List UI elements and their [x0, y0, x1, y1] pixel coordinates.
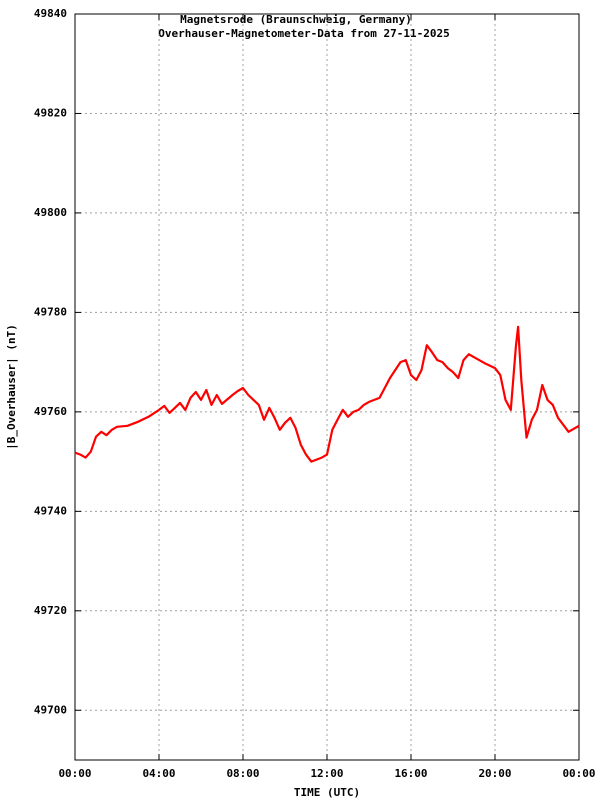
x-tick-label: 04:00: [142, 767, 175, 780]
y-tick-label: 49720: [34, 604, 67, 617]
y-tick-label: 49800: [34, 206, 67, 219]
y-tick-label: 49780: [34, 305, 67, 318]
plot-frame: [74, 13, 580, 761]
chart-subtitle: Overhauser-Magnetometer-Data from 27-11-…: [158, 27, 449, 40]
x-tick-label: 20:00: [478, 767, 511, 780]
y-tick-label: 49820: [34, 106, 67, 119]
y-tick-label: 49740: [34, 504, 67, 517]
y-tick-label: 49700: [34, 703, 67, 716]
x-tick-label: 00:00: [562, 767, 595, 780]
x-tick-label: 12:00: [310, 767, 343, 780]
data-line: [74, 325, 580, 463]
x-tick-label: 08:00: [226, 767, 259, 780]
x-tick-label: 16:00: [394, 767, 427, 780]
y-tick-label: 49840: [34, 7, 67, 20]
chart-title: Magnetsrode (Braunschweig, Germany): [180, 13, 412, 26]
y-axis-label: |B_Overhauser| (nT): [5, 324, 18, 450]
x-axis-label: TIME (UTC): [294, 786, 360, 799]
x-tick-label: 00:00: [58, 767, 91, 780]
y-tick-label: 49760: [34, 405, 67, 418]
